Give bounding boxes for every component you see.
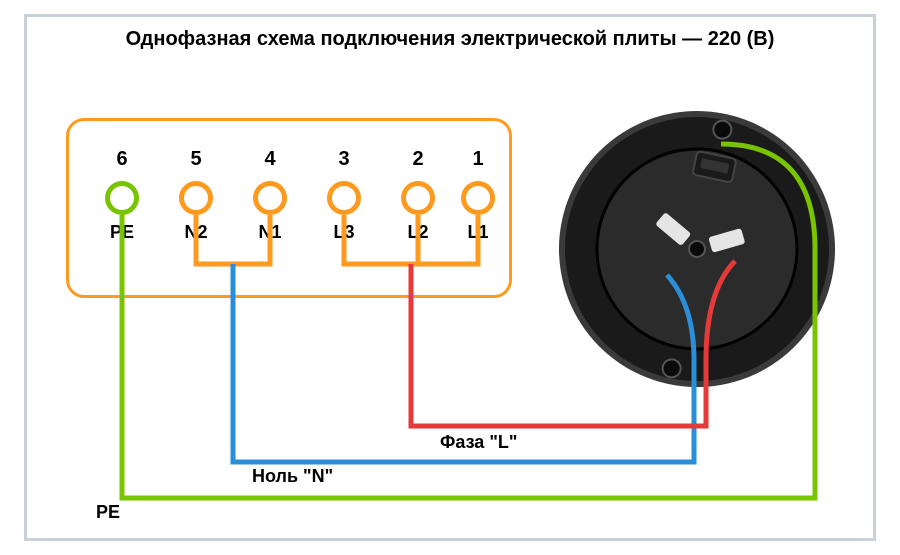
- wire-label-l: Фаза "L": [440, 432, 517, 453]
- terminal: [105, 181, 139, 215]
- terminal: [327, 181, 361, 215]
- terminal-number: 2: [401, 148, 435, 171]
- terminal: [253, 181, 287, 215]
- terminal-label: N2: [176, 222, 216, 243]
- terminal-number: 1: [461, 148, 495, 171]
- terminal-number: 6: [105, 148, 139, 171]
- terminal: [179, 181, 213, 215]
- terminal-label: N1: [250, 222, 290, 243]
- terminal-number: 4: [253, 148, 287, 171]
- terminal: [401, 181, 435, 215]
- outlet: [556, 108, 838, 390]
- terminal-label: L3: [324, 222, 364, 243]
- wire-label-n: Ноль "N": [252, 466, 333, 487]
- diagram-title: Однофазная схема подключения электрическ…: [0, 28, 900, 51]
- terminal: [461, 181, 495, 215]
- terminal-number: 5: [179, 148, 213, 171]
- wire-label-pe: PE: [96, 502, 120, 523]
- terminal-number: 3: [327, 148, 361, 171]
- terminal-label: PE: [102, 222, 142, 243]
- terminal-label: L1: [458, 222, 498, 243]
- terminal-label: L2: [398, 222, 438, 243]
